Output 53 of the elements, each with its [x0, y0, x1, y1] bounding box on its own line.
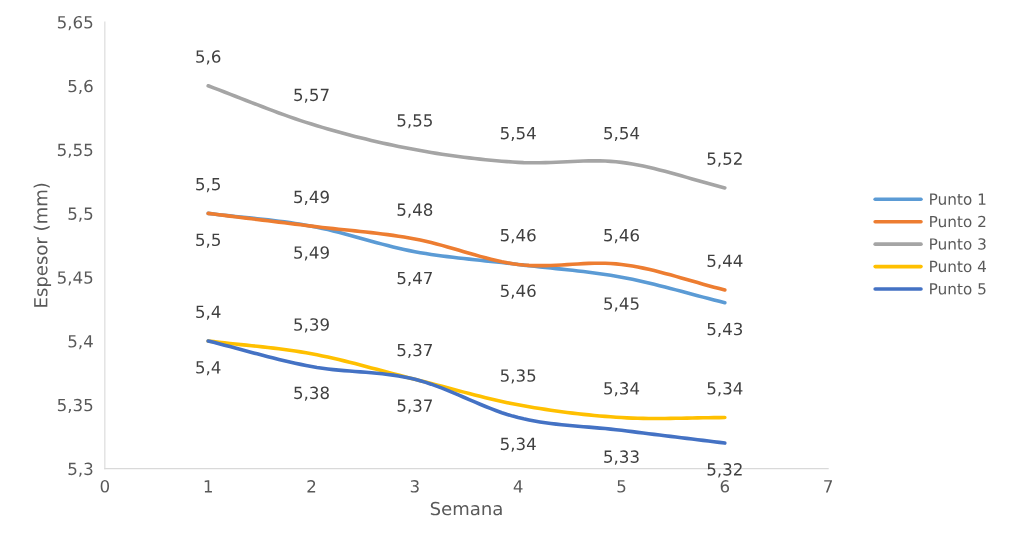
- y-tick-label: 5,55: [57, 143, 93, 158]
- data-label: 5,38: [294, 386, 329, 401]
- legend-label: Punto 5: [930, 283, 986, 295]
- x-tick-label: 5: [617, 480, 626, 493]
- y-tick-label: 5,35: [57, 398, 93, 414]
- data-label: 5,35: [500, 369, 536, 384]
- data-label: 5,43: [707, 322, 743, 338]
- data-label: 5,32: [707, 463, 742, 478]
- data-label: 5,37: [397, 343, 432, 359]
- data-label: 5,54: [500, 127, 536, 142]
- data-label: 5,52: [707, 152, 742, 167]
- y-tick-label: 5,3: [68, 462, 93, 477]
- x-axis-title: Semana: [430, 501, 502, 516]
- data-label: 5,34: [707, 382, 743, 397]
- y-tick-label: 5,65: [57, 15, 93, 31]
- legend-label: Punto 3: [930, 238, 986, 250]
- y-axis-title: Espesor (mm): [33, 183, 52, 307]
- data-label: 5,55: [397, 114, 432, 129]
- data-label: 5,4: [196, 305, 221, 320]
- data-label: 5,6: [196, 50, 221, 65]
- data-label: 5,44: [707, 254, 743, 269]
- y-tick-label: 5,5: [68, 207, 93, 222]
- y-tick-label: 5,45: [57, 271, 93, 286]
- legend-label: Punto 4: [930, 260, 986, 273]
- data-label: 5,49: [294, 190, 329, 205]
- x-tick-label: 7: [824, 480, 833, 493]
- legend-label: Punto 1: [930, 193, 986, 205]
- data-label: 5,48: [397, 203, 433, 218]
- x-tick-label: 4: [513, 480, 523, 493]
- x-tick-label: 6: [720, 480, 730, 493]
- legend-label: Punto 2: [930, 215, 986, 228]
- data-label: 5,4: [196, 361, 221, 376]
- data-label: 5,54: [604, 127, 640, 142]
- y-tick-label: 5,4: [68, 335, 93, 350]
- data-label: 5,45: [604, 297, 639, 312]
- y-tick-label: 5,6: [68, 79, 93, 95]
- data-label: 5,5: [196, 178, 220, 193]
- data-label: 5,33: [604, 450, 639, 465]
- data-label: 5,46: [500, 228, 536, 244]
- x-tick-label: 2: [307, 480, 316, 493]
- data-label: 5,49: [294, 246, 329, 261]
- data-label: 5,46: [500, 284, 536, 299]
- x-tick-label: 1: [204, 480, 212, 493]
- data-label: 5,37: [397, 399, 432, 414]
- x-tick-label: 0: [100, 480, 110, 493]
- data-label: 5,46: [604, 228, 639, 244]
- data-label: 5,34: [604, 382, 640, 397]
- data-label: 5,39: [294, 318, 329, 333]
- data-label: 5,47: [397, 271, 432, 286]
- data-label: 5,57: [294, 88, 329, 103]
- x-tick-label: 3: [410, 480, 419, 493]
- data-label: 5,5: [196, 233, 220, 248]
- data-label: 5,34: [500, 437, 536, 452]
